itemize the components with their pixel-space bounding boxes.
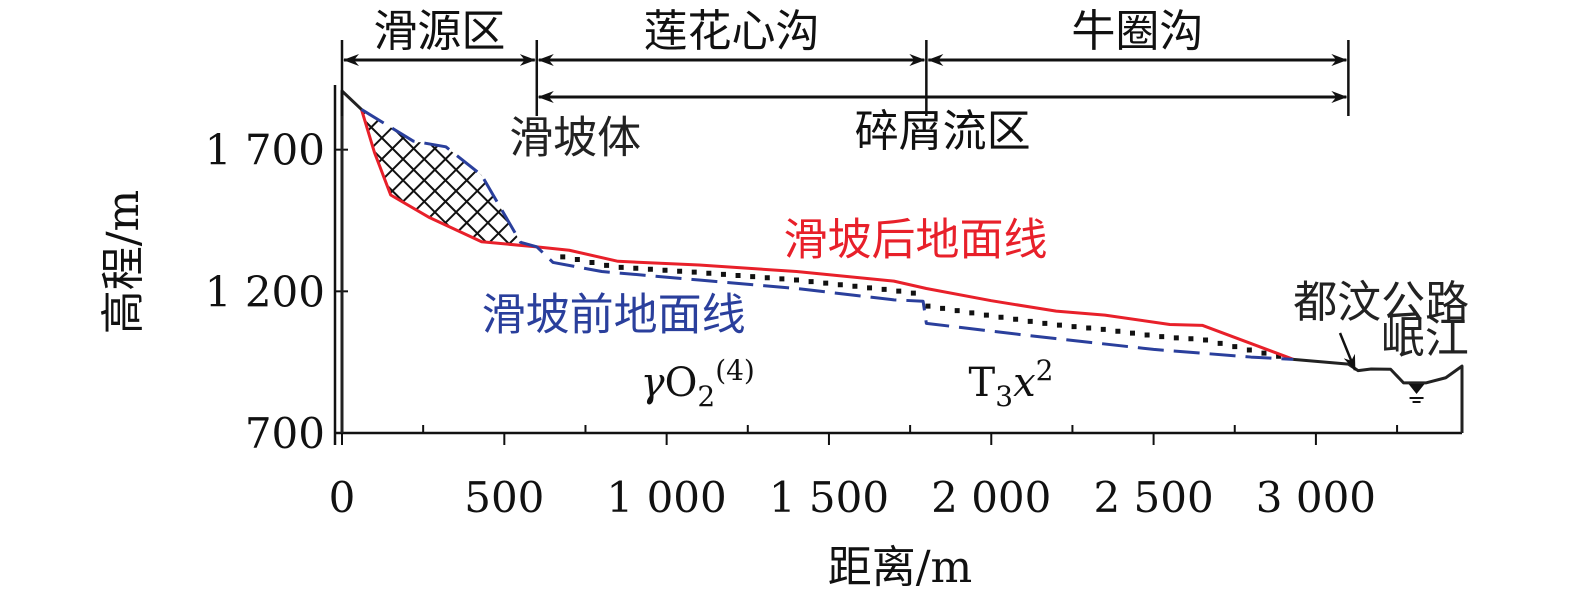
terrain-outline (1293, 357, 1464, 433)
formation-label: γO2(4) (641, 354, 755, 413)
annotation-label: 岷江 (1381, 312, 1469, 363)
road-leader-arrow (1338, 332, 1357, 371)
zone-label: 滑源区 (373, 6, 505, 57)
x-tick-label: 2 000 (931, 473, 1051, 522)
y-tick-label: 1 700 (205, 126, 325, 175)
x-tick-label: 0 (329, 473, 356, 522)
formation-label: T3x2 (969, 354, 1054, 413)
y-tick-label: 700 (245, 409, 325, 458)
annotation-label: 滑坡体 (509, 113, 641, 164)
axes-layer: 0 500 1 000 1 500 2 000 2 500 3 000 700 1 200 1 7… (205, 85, 1462, 522)
landslide-body-layer (361, 109, 1282, 359)
pre-slide-ground-line (360, 108, 1294, 361)
annotation-label: 都汶公路 (1293, 277, 1469, 328)
series-layer (340, 89, 1464, 433)
annotation-label: 滑坡前地面线 (482, 290, 746, 341)
x-axis-label: 距离/m (828, 542, 973, 593)
terrain-outline (340, 89, 363, 433)
y-tick-label: 1 200 (205, 267, 325, 316)
x-tick-label: 1 500 (769, 473, 889, 522)
post-slide-ground-line (360, 109, 1294, 361)
x-tick-label: 1 000 (607, 473, 727, 522)
x-tick-label: 500 (464, 473, 544, 522)
landslide-body-fill (361, 109, 537, 247)
annotation-label: 滑坡后地面线 (784, 215, 1048, 266)
y-axis-label: 高程/m (98, 190, 149, 335)
x-tick-label: 3 000 (1256, 473, 1376, 522)
zone-label: 牛圈沟 (1071, 6, 1203, 57)
misc-layer (1338, 332, 1425, 403)
zone-label: 莲花心沟 (644, 6, 820, 57)
formation-layer: γO2(4) T3x2 (641, 354, 1054, 413)
water-level-icon (1408, 384, 1425, 394)
zone-label: 碎屑流区 (855, 106, 1031, 157)
x-tick-label: 2 500 (1093, 473, 1213, 522)
